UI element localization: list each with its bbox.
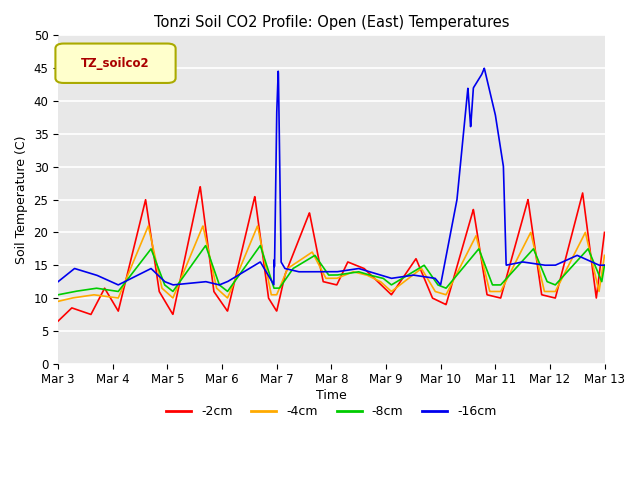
FancyBboxPatch shape xyxy=(56,44,175,83)
Y-axis label: Soil Temperature (C): Soil Temperature (C) xyxy=(15,135,28,264)
Text: TZ_soilco2: TZ_soilco2 xyxy=(81,57,150,70)
X-axis label: Time: Time xyxy=(316,389,347,402)
Legend: -2cm, -4cm, -8cm, -16cm: -2cm, -4cm, -8cm, -16cm xyxy=(161,400,502,423)
Title: Tonzi Soil CO2 Profile: Open (East) Temperatures: Tonzi Soil CO2 Profile: Open (East) Temp… xyxy=(154,15,509,30)
